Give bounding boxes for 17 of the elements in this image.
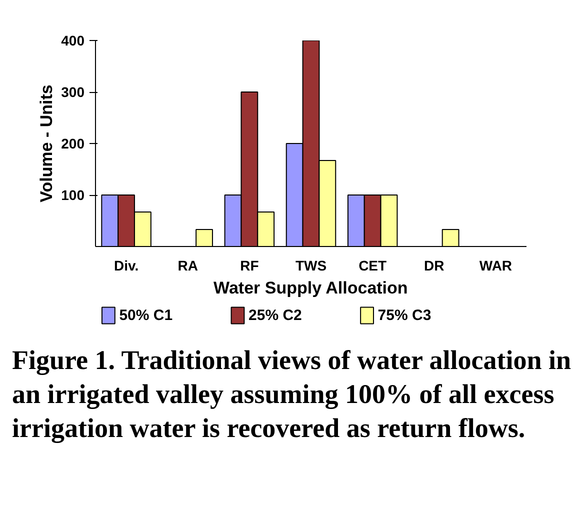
legend-label: 25% C2 xyxy=(248,307,302,324)
legend-label: 50% C1 xyxy=(119,307,173,324)
legend-label: 75% C3 xyxy=(378,307,432,324)
x-tick-label: TWS xyxy=(295,258,327,274)
y-tick-label: 400 xyxy=(61,32,85,48)
x-tick-label: WAR xyxy=(479,258,512,274)
y-axis-title: Volume - Units xyxy=(37,84,56,202)
x-axis-title: Water Supply Allocation xyxy=(214,278,408,298)
y-tick-label: 100 xyxy=(61,187,85,203)
x-tick-label: DR xyxy=(424,258,444,274)
y-tick-label: 300 xyxy=(61,84,85,100)
caption: Figure 1. Traditional views of water allocation in an irrigated valley assuming 100% of all excess irrigation water is recovered as return flows. xyxy=(12,344,572,445)
x-tick-label: Div. xyxy=(114,258,139,274)
x-tick-label: RF xyxy=(240,258,260,274)
y-tick-label: 200 xyxy=(61,136,85,152)
x-tick-label: CET xyxy=(358,258,388,274)
x-tick-label: RA xyxy=(178,258,198,274)
